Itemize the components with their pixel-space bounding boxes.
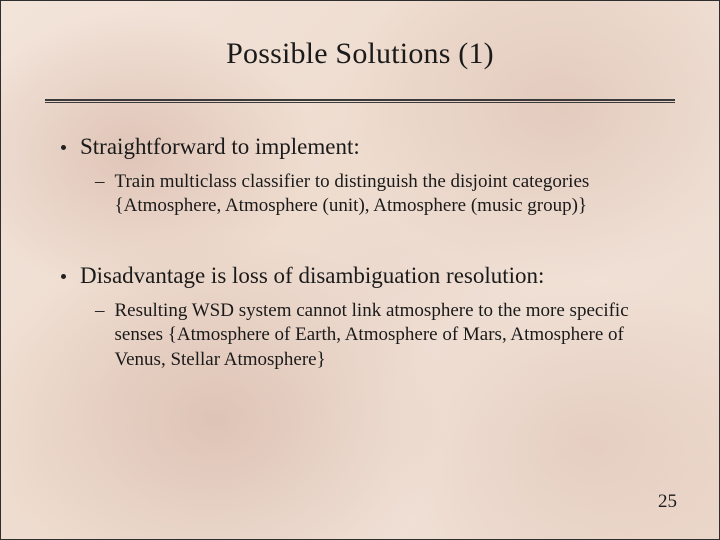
bullet-dot-icon	[61, 145, 66, 150]
bullet-subtext: Resulting WSD system cannot link atmosph…	[115, 299, 650, 372]
spacer	[61, 224, 659, 262]
bullet-dash-icon: –	[95, 299, 105, 323]
bullet-level2: – Resulting WSD system cannot link atmos…	[95, 299, 649, 372]
bullet-dash-icon: –	[95, 170, 105, 194]
slide-title: Possible Solutions (1)	[1, 37, 719, 71]
title-wrap: Possible Solutions (1)	[1, 37, 719, 71]
title-divider	[45, 99, 675, 103]
bullet-dot-icon	[61, 274, 66, 279]
bullet-subtext: Train multiclass classifier to distingui…	[115, 170, 650, 219]
bullet-text: Straightforward to implement:	[80, 133, 360, 162]
bullet-text: Disadvantage is loss of disambiguation r…	[80, 262, 544, 291]
bullet-level1: Disadvantage is loss of disambiguation r…	[61, 262, 659, 291]
slide: Possible Solutions (1) Straightforward t…	[0, 0, 720, 540]
page-number: 25	[658, 491, 677, 513]
slide-content: Straightforward to implement: – Train mu…	[61, 133, 659, 378]
bullet-level1: Straightforward to implement:	[61, 133, 659, 162]
bullet-level2: – Train multiclass classifier to disting…	[95, 170, 649, 219]
